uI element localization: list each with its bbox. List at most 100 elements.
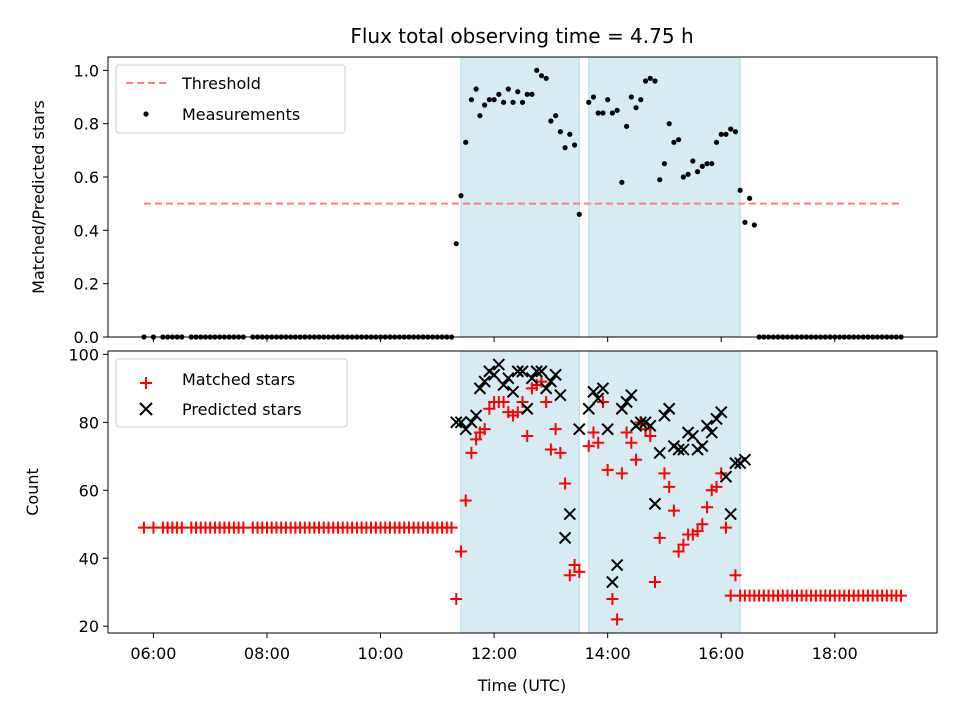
x-tick-label: 06:00: [130, 644, 176, 663]
predicted-star-point: [587, 385, 600, 398]
measurement-point: [543, 75, 549, 81]
measurement-point: [553, 113, 559, 119]
measurement-point: [524, 91, 530, 97]
top-legend-box: [115, 64, 346, 134]
top-axes-frame: [107, 56, 938, 338]
matched-star-point: [573, 565, 586, 578]
measurement-point: [676, 137, 682, 143]
predicted-star-point: [592, 392, 605, 405]
matched-star-point: [549, 423, 562, 436]
measurement-point: [463, 139, 469, 145]
matched-star-point: [696, 518, 709, 531]
measurement-point: [633, 105, 639, 111]
measurement-point: [515, 89, 521, 95]
top-highlight-bands: [460, 56, 741, 338]
predicted-star-point: [662, 402, 676, 415]
measurement-point: [496, 91, 502, 97]
predicted-star-point: [465, 416, 478, 429]
measurement-point: [609, 110, 616, 116]
matched-star-point: [465, 446, 478, 459]
predicted-star-point: [554, 388, 567, 402]
measurement-point: [482, 102, 488, 108]
top-y-tick-label: 0.2: [74, 275, 99, 294]
bottom-y-tick-label: 60: [79, 481, 99, 500]
matched-star-point: [470, 433, 483, 446]
predicted-star-point: [596, 382, 610, 395]
matched-star-point: [719, 521, 732, 534]
matched-star-point: [895, 589, 908, 602]
predicted-star-point: [502, 371, 515, 385]
matched-star-point: [677, 538, 690, 551]
matched-star-point: [587, 426, 600, 439]
matched-star-point: [625, 436, 638, 449]
measurement-point: [657, 177, 663, 183]
measurement-point: [718, 131, 724, 137]
predicted-star-point: [696, 439, 709, 453]
measurement-point: [562, 145, 568, 151]
predicted-star-point: [521, 402, 534, 415]
measurement-point: [742, 219, 748, 225]
matched-star-point: [672, 545, 685, 558]
predicted-star-point: [497, 378, 510, 392]
measurement-point: [548, 118, 554, 124]
predicted-star-point: [539, 382, 553, 395]
measurement-point: [486, 97, 492, 103]
bottom-y-tick-label: 20: [79, 617, 99, 636]
bottom-legend: Matched stars Predicted stars: [115, 358, 348, 428]
predicted-star-point: [719, 470, 733, 483]
matched-star-point: [445, 521, 458, 534]
measurement-point: [751, 222, 757, 228]
measurement-point: [709, 161, 715, 167]
legend-measurements-swatch: [143, 111, 149, 117]
top-legend: Threshold Measurements: [115, 64, 346, 134]
matched-star-point: [592, 436, 605, 449]
matched-star-point: [691, 525, 704, 538]
measurement-point: [567, 131, 573, 137]
measurement-point: [458, 193, 464, 199]
measurement-point: [694, 169, 701, 175]
matched-star-point: [540, 395, 553, 408]
measurement-point: [519, 99, 526, 105]
measurement-point: [586, 99, 592, 105]
bottom-y-tick-label: 40: [79, 549, 99, 568]
measurement-point: [704, 161, 710, 167]
measurement-point: [728, 126, 734, 132]
top-y-tick-label: 0.4: [74, 221, 99, 240]
predicted-star-point: [644, 419, 657, 432]
predicted-star-point: [511, 365, 524, 378]
chart-title: Flux total observing time = 4.75 h: [350, 24, 693, 48]
predicted-star-point: [729, 456, 742, 470]
measurement-point: [538, 73, 545, 79]
predicted-star-point: [738, 453, 752, 466]
matched-star-point: [701, 501, 714, 514]
measurement-point: [453, 241, 459, 247]
measurement-point: [571, 142, 578, 148]
bottom-y-axis-label: Count: [23, 468, 42, 516]
top-y-tick-label: 0.6: [74, 168, 99, 187]
top-y-ticks: 0.0 0.2 0.4 0.6 0.8 1.0: [74, 61, 108, 347]
measurement-point: [614, 107, 620, 113]
measurement-point: [473, 86, 479, 92]
measurement-point: [685, 171, 691, 177]
x-tick-label: 12:00: [471, 644, 517, 663]
bottom-panel: 20 40 60 80 100 06:00 08:00 10:00 12:00 14:00 16:…: [23, 345, 938, 695]
matched-star-point: [582, 440, 595, 453]
predicted-star-point: [658, 409, 671, 422]
matched-star-point: [606, 593, 619, 606]
measurement-point: [666, 121, 672, 127]
predicted-star-point: [544, 375, 558, 388]
predicted-star-point: [700, 419, 714, 432]
predicted-star-point: [677, 443, 690, 456]
legend-predicted-swatch: [139, 402, 153, 416]
matched-star-point: [729, 569, 742, 582]
predicted-star-point: [615, 402, 629, 415]
predicted-star-point: [492, 358, 506, 371]
measurement-point: [732, 129, 739, 135]
predicted-star-point: [506, 385, 520, 398]
predicted-star-point: [710, 412, 723, 426]
measurement-point: [468, 97, 474, 103]
matched-star-point: [611, 613, 624, 626]
highlight-band-2: [588, 56, 741, 338]
highlight-band-1: [460, 56, 580, 338]
matched-star-point: [658, 467, 671, 480]
